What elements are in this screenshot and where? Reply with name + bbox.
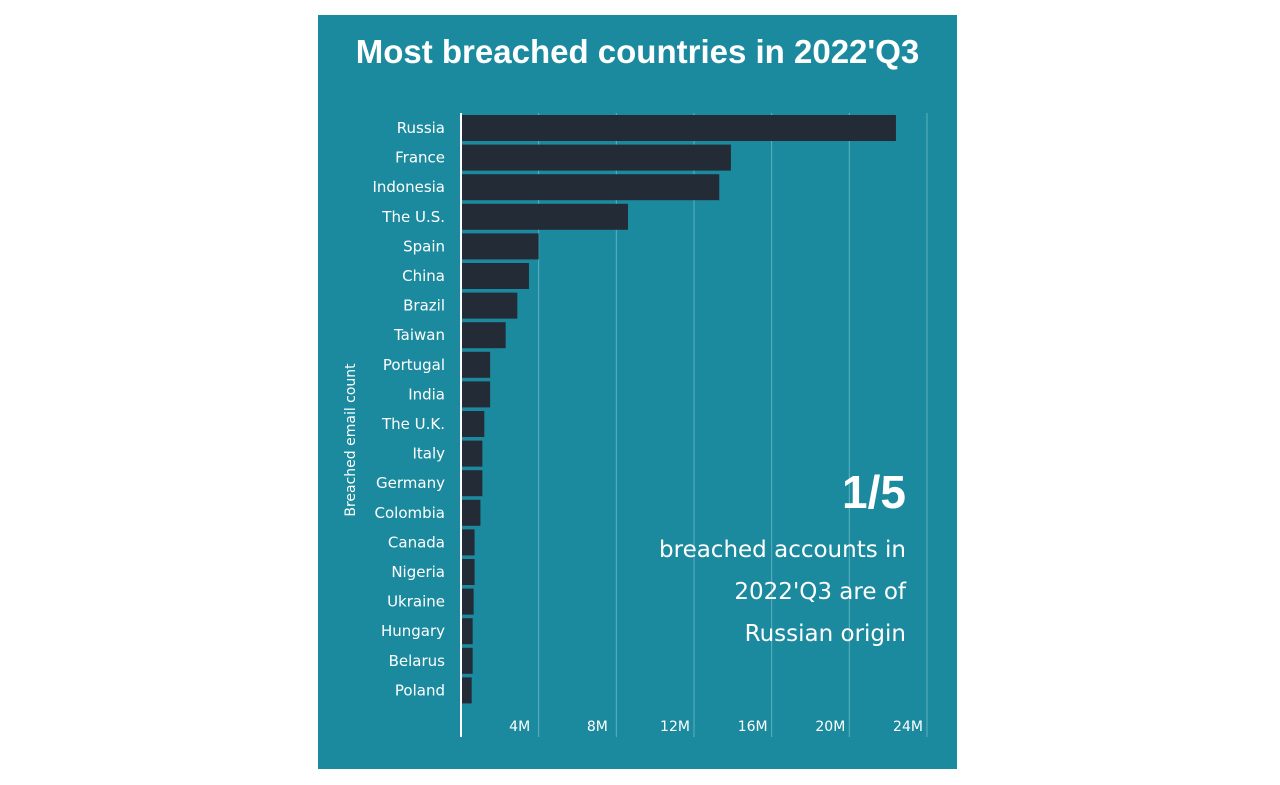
category-label: Indonesia bbox=[372, 178, 445, 196]
bar bbox=[461, 351, 491, 378]
bar bbox=[461, 233, 539, 260]
bar bbox=[461, 647, 473, 674]
x-tick-label: 4M bbox=[509, 719, 530, 735]
bar bbox=[461, 203, 628, 230]
chart-title: Most breached countries in 2022'Q3 bbox=[355, 33, 920, 70]
category-label: Taiwan bbox=[393, 326, 445, 344]
x-tick-label: 12M bbox=[660, 719, 690, 735]
bar-chart: 4M 8M 12M 16M 20M 24M Russia France Indonesia The… bbox=[343, 113, 928, 737]
chart-card: Most breached countries in 2022'Q3 4M 8M 1… bbox=[318, 15, 957, 769]
y-axis-label: Breached email count bbox=[343, 363, 359, 517]
bar bbox=[461, 588, 474, 615]
bar bbox=[461, 381, 491, 408]
bar bbox=[461, 292, 518, 319]
category-label: Colombia bbox=[375, 504, 446, 522]
category-label: Poland bbox=[395, 681, 445, 699]
category-label: China bbox=[402, 267, 445, 285]
category-label: Belarus bbox=[389, 652, 446, 670]
category-label: India bbox=[408, 385, 445, 403]
bar bbox=[461, 115, 896, 141]
bar bbox=[461, 618, 473, 645]
x-tick-label: 8M bbox=[587, 719, 608, 735]
bar bbox=[461, 144, 731, 171]
annotation-highlight: 1/5 bbox=[842, 466, 906, 518]
category-label: Nigeria bbox=[391, 563, 445, 581]
bar bbox=[461, 174, 720, 201]
bar bbox=[461, 263, 529, 289]
x-tick-label: 20M bbox=[815, 719, 845, 735]
category-label: Russia bbox=[397, 119, 445, 137]
category-label: The U.K. bbox=[381, 415, 445, 433]
x-tick-label: 16M bbox=[738, 719, 768, 735]
category-label: Ukraine bbox=[387, 593, 445, 611]
category-label: Germany bbox=[376, 474, 445, 492]
category-label: Portugal bbox=[383, 356, 445, 374]
category-label: Hungary bbox=[381, 622, 445, 640]
annotation: 1/5 breached accounts in 2022'Q3 are of … bbox=[618, 465, 906, 655]
bar bbox=[461, 440, 483, 467]
category-label: The U.S. bbox=[381, 208, 445, 226]
bar bbox=[461, 529, 475, 556]
bar bbox=[461, 411, 485, 437]
bar bbox=[461, 499, 481, 526]
category-label: Italy bbox=[412, 445, 445, 463]
category-label: France bbox=[395, 149, 445, 167]
bar bbox=[461, 559, 475, 585]
category-label: Canada bbox=[388, 533, 445, 551]
bar bbox=[461, 677, 472, 704]
annotation-text: breached accounts in 2022'Q3 are of Russ… bbox=[659, 537, 906, 647]
bar bbox=[461, 322, 506, 349]
bar bbox=[461, 470, 483, 497]
category-label: Spain bbox=[403, 237, 445, 255]
category-label: Brazil bbox=[403, 297, 445, 315]
x-tick-label: 24M bbox=[893, 719, 923, 735]
